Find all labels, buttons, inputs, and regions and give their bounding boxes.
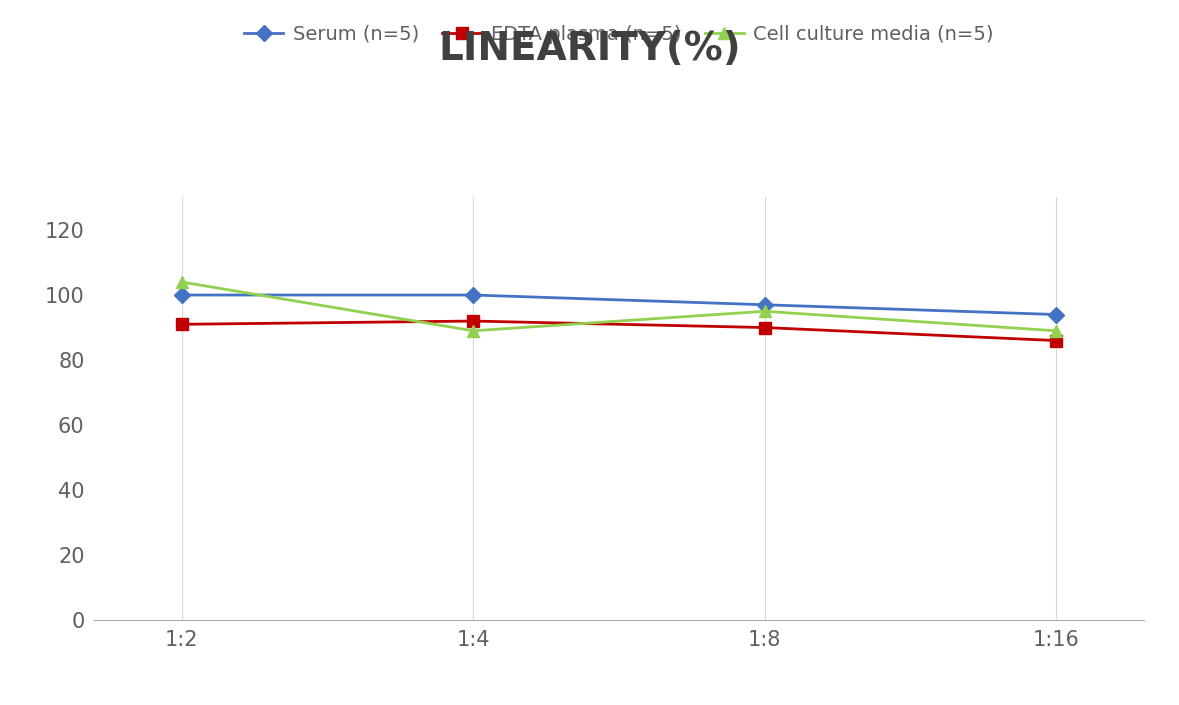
Serum (n=5) bbox=[758, 300, 772, 309]
Cell culture media (n=5) bbox=[758, 307, 772, 316]
Legend: Serum (n=5), EDTA plasma (n=5), Cell culture media (n=5): Serum (n=5), EDTA plasma (n=5), Cell cul… bbox=[236, 17, 1002, 51]
Line: EDTA plasma (n=5): EDTA plasma (n=5) bbox=[176, 316, 1062, 346]
Serum (n=5) bbox=[1049, 310, 1063, 319]
Line: Serum (n=5): Serum (n=5) bbox=[176, 290, 1062, 320]
Text: LINEARITY(%): LINEARITY(%) bbox=[439, 30, 740, 68]
Serum (n=5) bbox=[466, 290, 480, 299]
Line: Cell culture media (n=5): Cell culture media (n=5) bbox=[176, 276, 1062, 337]
Serum (n=5) bbox=[174, 290, 189, 299]
EDTA plasma (n=5) bbox=[466, 317, 480, 325]
EDTA plasma (n=5) bbox=[1049, 336, 1063, 345]
Cell culture media (n=5) bbox=[466, 326, 480, 335]
EDTA plasma (n=5) bbox=[758, 324, 772, 332]
EDTA plasma (n=5) bbox=[174, 320, 189, 329]
Cell culture media (n=5) bbox=[174, 278, 189, 286]
Cell culture media (n=5) bbox=[1049, 326, 1063, 335]
